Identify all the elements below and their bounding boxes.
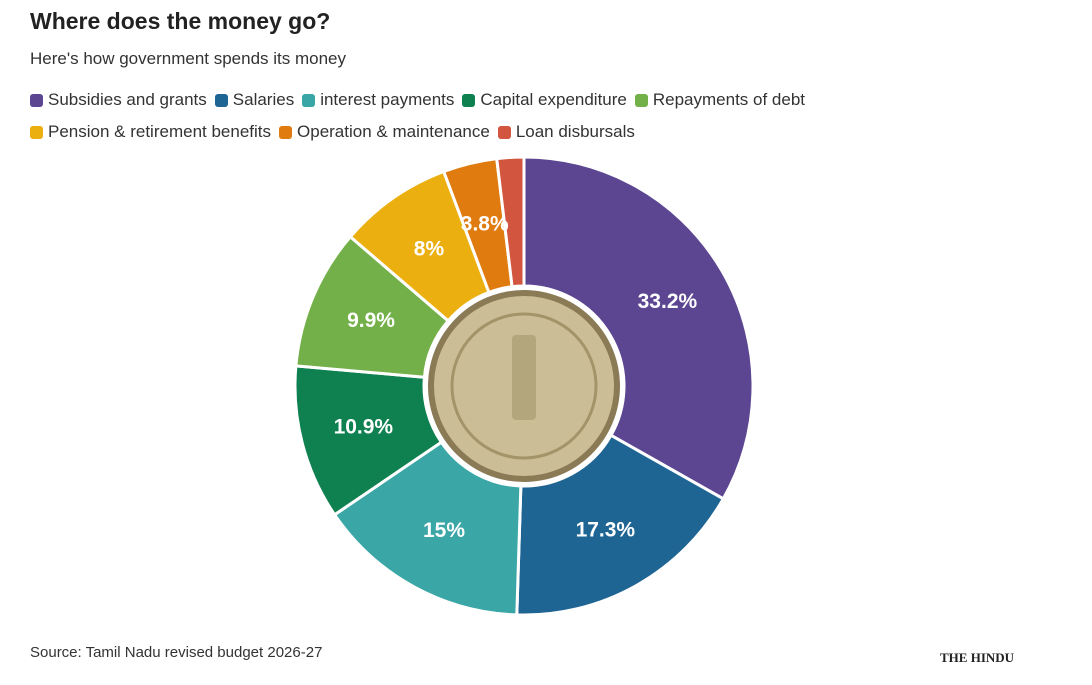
legend-swatch [462,93,476,107]
coin-ring [450,312,598,460]
legend-label: Repayments of debt [652,90,806,109]
legend-swatch [302,93,316,107]
legend-swatch [634,93,648,107]
value-label: 15% [423,519,465,542]
legend-label: Salaries [232,90,295,109]
legend-item: Operation & maintenance [279,122,490,142]
slice [522,155,755,501]
legend-item: Subsidies and grants [30,90,207,110]
legend-label: Loan disbursals [515,122,635,141]
value-label: 9.9% [347,309,395,332]
subtitle: Here's how government spends its money [30,49,347,68]
legend-swatch [30,93,43,107]
slice [495,155,526,289]
value-label: 8% [414,237,445,260]
value-label: 3.8% [461,212,509,235]
legend-swatch [30,125,43,139]
logo: THE HINDU [940,650,1015,665]
legend-label: interest payments [320,90,455,109]
legend-item: Loan disbursals [497,122,635,142]
slice [515,433,725,617]
legend-label: Operation & maintenance [297,122,490,141]
legend-item: Pension & retirement benefits [30,122,271,142]
legend-label: Pension & retirement benefits [48,122,272,141]
title: Where does the money go? [30,8,331,34]
legend-item: Capital expenditure [462,90,627,110]
legend-label: Capital expenditure [480,90,627,109]
legend-swatch [214,93,228,107]
legend: Subsidies and grants Salaries interest pay… [30,90,930,142]
legend-label: Subsidies and grants [48,90,207,109]
value-label: 17.3% [576,518,636,541]
legend-swatch [279,125,293,139]
coin-numeral [512,335,536,420]
legend-swatch [497,125,511,139]
value-label: 10.9% [334,415,394,438]
source: Source: Tamil Nadu revised budget 2026-2… [30,644,323,661]
slice [333,440,523,617]
legend-item: Repayments of debt [634,90,806,110]
value-label: 33.2% [638,290,698,313]
legend-item: interest payments [302,90,454,110]
legend-item: Salaries [214,90,295,110]
